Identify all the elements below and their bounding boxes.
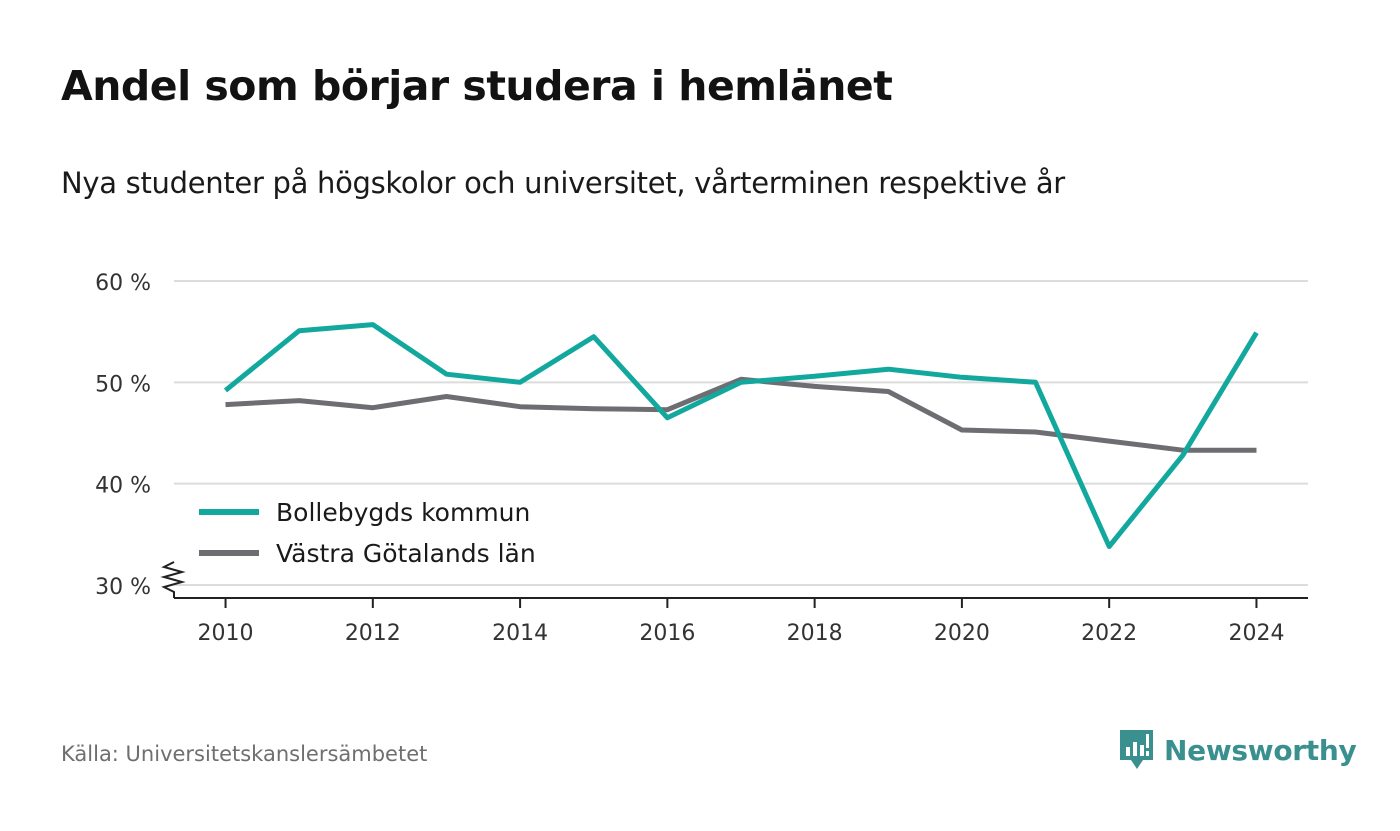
source-note: Källa: Universitetskanslersämbetet [61, 742, 428, 766]
series-line [223, 322, 1259, 549]
y-axis-ticks: 30 % 40 % 50 % 60 % [95, 271, 186, 600]
brand-logo: Newsworthy [1118, 727, 1357, 773]
legend: Bollebygds kommun Västra Götalands län [199, 498, 536, 568]
legend-label: Bollebygds kommun [276, 498, 530, 527]
series-lines [223, 322, 1259, 549]
brand-name: Newsworthy [1164, 733, 1357, 767]
x-axis: 2010 2012 2014 2016 2018 2020 2022 2024 [174, 597, 1308, 646]
chart-title: Andel som börjar studera i hemlänet [61, 62, 893, 110]
x-tick-label: 2014 [492, 621, 548, 646]
legend-label: Västra Götalands län [276, 539, 536, 568]
x-tick-label: 2012 [345, 621, 401, 646]
chart-subtitle: Nya studenter på högskolor och universit… [61, 166, 1065, 200]
x-tick-label: 2016 [639, 621, 695, 646]
x-tick-label: 2024 [1228, 621, 1284, 646]
y-tick-label: 40 % [95, 474, 151, 499]
x-tick-label: 2022 [1081, 621, 1137, 646]
series-line [225, 376, 1257, 453]
x-tick-label: 2010 [198, 621, 254, 646]
y-tick-label: 60 % [95, 271, 151, 296]
axis-break-icon [160, 561, 186, 598]
y-tick-label: 30 % [95, 575, 151, 600]
y-tick-label: 50 % [95, 372, 151, 397]
x-tick-label: 2018 [787, 621, 843, 646]
x-tick-label: 2020 [934, 621, 990, 646]
bar-chart-speech-bubble-icon [1120, 730, 1153, 769]
